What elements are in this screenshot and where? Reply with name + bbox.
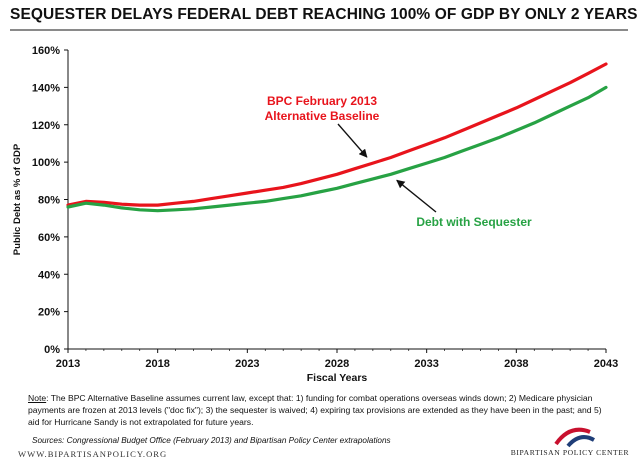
y-tick-label: 120% (32, 120, 60, 132)
annotation-alternative-baseline-label: BPC February 2013 (267, 94, 377, 108)
bpc-logo-mark (554, 427, 595, 448)
x-tick-label: 2013 (56, 358, 80, 370)
y-tick-label: 140% (32, 82, 60, 94)
note-label: Note (28, 393, 47, 403)
note-text: : The BPC Alternative Baseline assumes c… (28, 393, 602, 427)
y-tick-label: 100% (32, 157, 60, 169)
sources: Sources: Congressional Budget Office (Fe… (32, 436, 391, 445)
annotation-arrow-alternative-baseline (337, 123, 368, 158)
logo-red-arc (554, 427, 591, 446)
y-tick-label: 0% (44, 344, 60, 356)
series-line-debt-with-sequester (66, 85, 608, 213)
y-tick-label: 80% (38, 195, 60, 207)
x-tick-label: 2043 (594, 358, 618, 370)
y-tick-label: 60% (38, 232, 60, 244)
x-tick-label: 2033 (414, 358, 438, 370)
series-line-alternative-baseline (66, 62, 608, 207)
y-tick-label: 20% (38, 307, 60, 319)
logo-blue-arc (566, 435, 595, 448)
title-rule (10, 29, 628, 31)
y-tick-label: 40% (38, 269, 60, 281)
x-tick-label: 2028 (325, 358, 349, 370)
x-tick-label: 2023 (235, 358, 259, 370)
note: Note: The BPC Alternative Baseline assum… (28, 392, 608, 428)
y-tick-label: 160% (32, 45, 60, 57)
logo-text: BIPARTISAN POLICY CENTER (510, 448, 630, 457)
x-tick-label: 2038 (504, 358, 528, 370)
chart-title: SEQUESTER DELAYS FEDERAL DEBT REACHING 1… (10, 6, 638, 23)
annotation-arrow-debt-with-sequester (396, 179, 437, 213)
debt-line-chart: 0% 20% 40% 60% 80% 100% 120% 140% 160% 2013 2018 20… (12, 45, 618, 384)
x-tick-label: 2018 (145, 358, 169, 370)
x-axis-title: Fiscal Years (307, 372, 368, 384)
annotation-alternative-baseline-label: Alternative Baseline (265, 109, 380, 123)
annotation-debt-with-sequester-label: Debt with Sequester (416, 215, 532, 229)
y-axis-title: Public Debt as % of GDP (12, 143, 23, 255)
website-link[interactable]: WWW.BIPARTISANPOLICY.ORG (18, 449, 168, 459)
bpc-logo: BIPARTISAN POLICY CENTER (506, 416, 634, 462)
